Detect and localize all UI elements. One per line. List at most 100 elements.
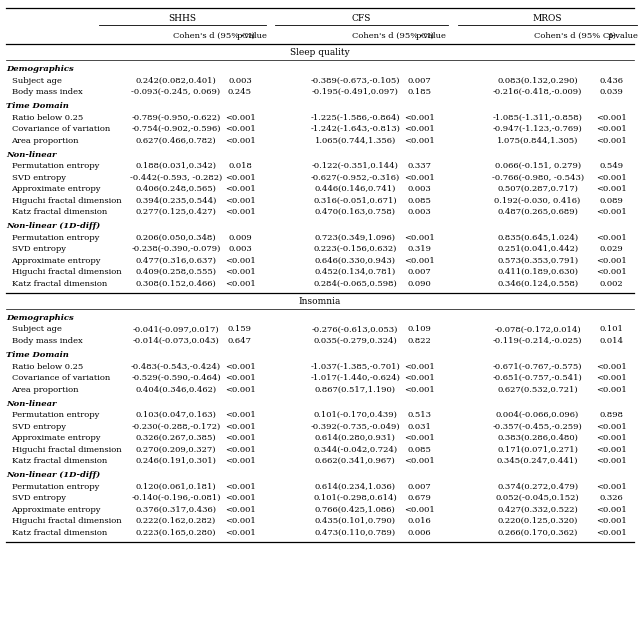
Text: 0.246(0.191,0.301): 0.246(0.191,0.301) (136, 457, 216, 465)
Text: <0.001: <0.001 (225, 363, 255, 370)
Text: 0.090: 0.090 (407, 280, 431, 288)
Text: Approximate entropy: Approximate entropy (12, 434, 101, 442)
Text: -1.037(-1.385,-0.701): -1.037(-1.385,-0.701) (310, 363, 400, 370)
Text: 0.473(0.110,0.789): 0.473(0.110,0.789) (315, 528, 396, 537)
Text: 0.002: 0.002 (600, 280, 623, 288)
Text: <0.001: <0.001 (225, 125, 255, 133)
Text: 0.308(0.152,0.466): 0.308(0.152,0.466) (136, 280, 216, 288)
Text: Ratio below 0.25: Ratio below 0.25 (12, 114, 83, 121)
Text: <0.001: <0.001 (596, 506, 627, 514)
Text: 0.409(0.258,0.555): 0.409(0.258,0.555) (136, 268, 216, 276)
Text: SVD entropy: SVD entropy (12, 174, 65, 181)
Text: Permutation entropy: Permutation entropy (12, 162, 99, 170)
Text: 0.006: 0.006 (408, 528, 431, 537)
Text: 0.346(0.124,0.558): 0.346(0.124,0.558) (497, 280, 578, 288)
Text: 0.223(-0.156,0.632): 0.223(-0.156,0.632) (314, 245, 397, 253)
Text: 0.101(-0.170,0.439): 0.101(-0.170,0.439) (313, 411, 397, 419)
Text: 0.435(0.101,0.790): 0.435(0.101,0.790) (315, 517, 396, 525)
Text: Cohen's d (95% CI): Cohen's d (95% CI) (534, 32, 616, 40)
Text: Approximate entropy: Approximate entropy (12, 257, 101, 265)
Text: 0.052(-0.045,0.152): 0.052(-0.045,0.152) (496, 494, 579, 502)
Text: <0.001: <0.001 (596, 268, 627, 276)
Text: Higuchi fractal dimension: Higuchi fractal dimension (12, 517, 121, 525)
Text: 0.614(0.280,0.931): 0.614(0.280,0.931) (315, 434, 396, 442)
Text: Permutation entropy: Permutation entropy (12, 483, 99, 490)
Text: -0.014(-0.073,0.043): -0.014(-0.073,0.043) (132, 337, 220, 345)
Text: 0.822: 0.822 (407, 337, 431, 345)
Text: 0.031: 0.031 (407, 423, 431, 430)
Text: 0.766(0.425,1.086): 0.766(0.425,1.086) (315, 506, 396, 514)
Text: MROS: MROS (532, 14, 562, 23)
Text: Approximate entropy: Approximate entropy (12, 506, 101, 514)
Text: SVD entropy: SVD entropy (12, 423, 65, 430)
Text: 0.270(0.209,0.327): 0.270(0.209,0.327) (136, 446, 216, 454)
Text: Sleep quality: Sleep quality (290, 48, 350, 57)
Text: 0.003: 0.003 (407, 185, 431, 193)
Text: Higuchi fractal dimension: Higuchi fractal dimension (12, 197, 121, 205)
Text: 0.277(0.125,0.427): 0.277(0.125,0.427) (136, 208, 216, 216)
Text: 0.411(0.189,0.630): 0.411(0.189,0.630) (497, 268, 578, 276)
Text: 0.326(0.267,0.385): 0.326(0.267,0.385) (136, 434, 216, 442)
Text: <0.001: <0.001 (225, 434, 255, 442)
Text: -0.789(-0.950,-0.622): -0.789(-0.950,-0.622) (131, 114, 221, 121)
Text: 0.018: 0.018 (228, 162, 252, 170)
Text: 0.319: 0.319 (407, 245, 431, 253)
Text: SVD entropy: SVD entropy (12, 245, 65, 253)
Text: <0.001: <0.001 (596, 446, 627, 454)
Text: <0.001: <0.001 (404, 114, 435, 121)
Text: Subject age: Subject age (12, 76, 61, 85)
Text: <0.001: <0.001 (404, 174, 435, 181)
Text: 0.662(0.341,0.967): 0.662(0.341,0.967) (315, 457, 396, 465)
Text: <0.001: <0.001 (225, 268, 255, 276)
Text: 0.007: 0.007 (407, 483, 431, 490)
Text: 0.376(0.317,0.436): 0.376(0.317,0.436) (136, 506, 216, 514)
Text: Time Domain: Time Domain (6, 102, 69, 110)
Text: 0.014: 0.014 (599, 337, 623, 345)
Text: <0.001: <0.001 (404, 125, 435, 133)
Text: Time Domain: Time Domain (6, 351, 69, 359)
Text: 0.007: 0.007 (407, 76, 431, 85)
Text: -0.078(-0.172,0.014): -0.078(-0.172,0.014) (494, 325, 581, 334)
Text: <0.001: <0.001 (404, 457, 435, 465)
Text: SHHS: SHHS (168, 14, 196, 23)
Text: 0.507(0.287,0.717): 0.507(0.287,0.717) (497, 185, 578, 193)
Text: 0.723(0.349,1.096): 0.723(0.349,1.096) (315, 234, 396, 241)
Text: 0.487(0.265,0.689): 0.487(0.265,0.689) (497, 208, 578, 216)
Text: 0.245: 0.245 (228, 88, 252, 96)
Text: 0.573(0.353,0.791): 0.573(0.353,0.791) (497, 257, 578, 265)
Text: <0.001: <0.001 (225, 114, 255, 121)
Text: 0.251(0.041,0.442): 0.251(0.041,0.442) (497, 245, 578, 253)
Text: Cohen's d (95% CI): Cohen's d (95% CI) (173, 32, 255, 40)
Text: -0.122(-0.351,0.144): -0.122(-0.351,0.144) (312, 162, 399, 170)
Text: 0.647: 0.647 (228, 337, 252, 345)
Text: 0.220(0.125,0.320): 0.220(0.125,0.320) (497, 517, 578, 525)
Text: 0.427(0.332,0.522): 0.427(0.332,0.522) (497, 506, 578, 514)
Text: Non-linear: Non-linear (6, 150, 57, 159)
Text: 0.188(0.031,0.342): 0.188(0.031,0.342) (136, 162, 216, 170)
Text: Area proportion: Area proportion (12, 137, 79, 145)
Text: 0.085: 0.085 (407, 197, 431, 205)
Text: -0.357(-0.455,-0.259): -0.357(-0.455,-0.259) (493, 423, 582, 430)
Text: Covariance of variation: Covariance of variation (12, 125, 110, 133)
Text: 0.109: 0.109 (407, 325, 431, 334)
Text: <0.001: <0.001 (596, 386, 627, 394)
Text: <0.001: <0.001 (225, 374, 255, 382)
Text: p-value: p-value (608, 32, 639, 40)
Text: Higuchi fractal dimension: Higuchi fractal dimension (12, 446, 121, 454)
Text: Higuchi fractal dimension: Higuchi fractal dimension (12, 268, 121, 276)
Text: 0.016: 0.016 (407, 517, 431, 525)
Text: -0.483(-0.543,-0.424): -0.483(-0.543,-0.424) (131, 363, 221, 370)
Text: -0.238(-0.390,-0.079): -0.238(-0.390,-0.079) (131, 245, 221, 253)
Text: <0.001: <0.001 (404, 257, 435, 265)
Text: <0.001: <0.001 (404, 137, 435, 145)
Text: 0.679: 0.679 (407, 494, 431, 502)
Text: 0.003: 0.003 (407, 208, 431, 216)
Text: <0.001: <0.001 (404, 506, 435, 514)
Text: SVD entropy: SVD entropy (12, 494, 65, 502)
Text: 1.075(0.844,1.305): 1.075(0.844,1.305) (497, 137, 579, 145)
Text: 0.446(0.146,0.741): 0.446(0.146,0.741) (314, 185, 396, 193)
Text: 0.159: 0.159 (228, 325, 252, 334)
Text: 0.003: 0.003 (228, 245, 252, 253)
Text: 0.120(0.061,0.181): 0.120(0.061,0.181) (136, 483, 216, 490)
Text: <0.001: <0.001 (404, 234, 435, 241)
